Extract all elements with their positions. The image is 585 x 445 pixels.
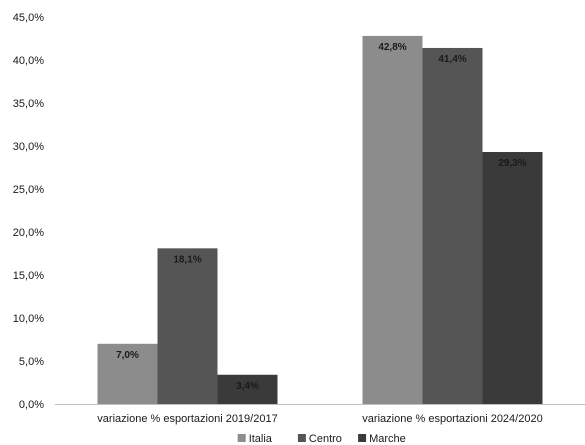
y-tick-label: 20,0% — [13, 227, 44, 239]
bars: 7,0% 18,1% 3,4% 42,8% 41,4% 29,3% — [97, 35, 543, 405]
legend-swatch-marche — [358, 434, 367, 442]
data-label: 7,0% — [116, 350, 139, 361]
bar-marche — [482, 152, 543, 404]
legend: Italia Centro Marche — [237, 433, 406, 445]
y-tick-label: 15,0% — [13, 270, 44, 282]
legend-label: Centro — [309, 433, 342, 445]
legend-swatch-italia — [237, 434, 246, 442]
y-tick-label: 0,0% — [19, 399, 44, 411]
legend-label: Marche — [369, 433, 406, 445]
y-tick-label: 5,0% — [19, 356, 44, 368]
bar-italia — [97, 343, 158, 404]
bar-italia — [362, 35, 423, 405]
x-axis: variazione % esportazioni 2019/2017 varia… — [55, 404, 585, 425]
y-tick-label: 25,0% — [13, 184, 44, 196]
data-label: 41,4% — [438, 54, 466, 65]
y-tick-label: 45,0% — [13, 12, 44, 24]
data-label: 18,1% — [173, 254, 201, 265]
y-tick-label: 35,0% — [13, 98, 44, 110]
y-tick-label: 10,0% — [13, 313, 44, 325]
bar-centro — [422, 47, 483, 405]
y-axis: 0,0% 5,0% 10,0% 15,0% 20,0% 25,0% 30,0% 35,0% 40… — [13, 12, 44, 411]
y-tick-label: 30,0% — [13, 141, 44, 153]
legend-swatch-centro — [297, 434, 306, 442]
y-tick-label: 40,0% — [13, 55, 44, 67]
legend-label: Italia — [249, 433, 273, 445]
data-label: 29,3% — [498, 158, 526, 169]
x-category-label: variazione % esportazioni 2024/2020 — [362, 413, 542, 425]
data-label: 42,8% — [378, 42, 406, 53]
x-category-label: variazione % esportazioni 2019/2017 — [97, 413, 277, 425]
bar-centro — [157, 248, 218, 404]
bar-marche — [217, 374, 278, 404]
data-label: 3,4% — [236, 381, 259, 392]
